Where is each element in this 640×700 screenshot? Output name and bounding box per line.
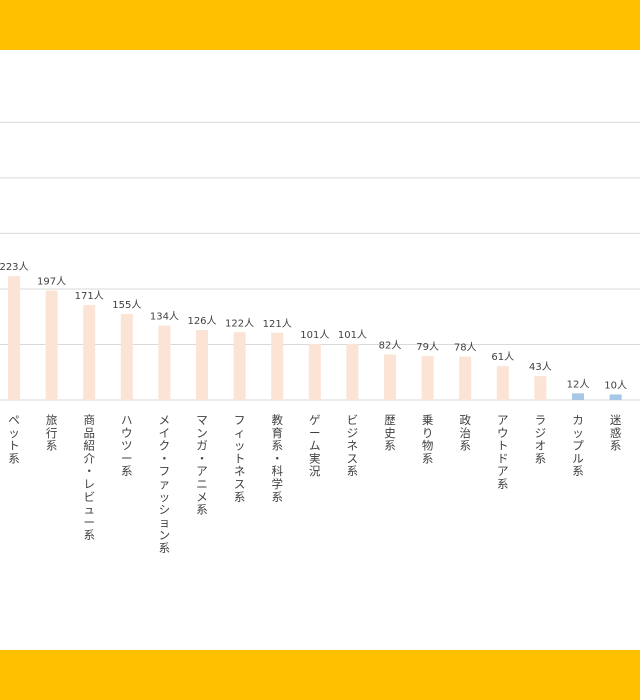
data-label: 61人	[491, 351, 514, 363]
bar	[196, 330, 208, 400]
top-banner	[0, 0, 640, 50]
data-label: 121人	[263, 318, 292, 330]
data-label: 82人	[379, 339, 402, 351]
bar	[45, 290, 58, 400]
category-label: マンガ・アニメ系	[196, 413, 208, 517]
category-label: アウトドア系	[497, 413, 509, 491]
bar	[421, 356, 434, 400]
category-label: 商品紹介・レビュー系	[83, 413, 95, 542]
bottom-banner	[0, 650, 640, 700]
data-label: 122人	[225, 317, 254, 329]
data-label: 171人	[75, 290, 104, 302]
data-label: 134人	[150, 311, 179, 323]
bar	[534, 376, 547, 400]
category-label: 迷惑系	[610, 413, 622, 453]
bar	[83, 305, 96, 400]
category-label: カップル系	[572, 413, 584, 478]
bar	[459, 356, 472, 400]
bar	[120, 313, 133, 400]
bar	[384, 354, 396, 400]
data-label: 79人	[416, 341, 439, 353]
category-label: フィットネス系	[234, 413, 246, 504]
data-label: 12人	[567, 378, 590, 390]
category-label: ラジオ系	[535, 413, 547, 465]
data-label: 10人	[604, 379, 627, 391]
bar	[572, 393, 584, 400]
bar	[158, 325, 171, 400]
data-label: 155人	[112, 299, 141, 311]
category-label: 教育系・科学系	[271, 413, 283, 504]
data-label: 223人	[0, 261, 29, 273]
bar	[308, 343, 321, 400]
bar	[271, 332, 284, 400]
bar-chart: 223人ペット系 197人旅行系 171人商品紹介・レビュー系 155人ハウツー系 13…	[0, 50, 640, 650]
data-label: 43人	[529, 361, 552, 373]
data-label: 101人	[300, 329, 329, 341]
bar	[233, 332, 246, 400]
data-label: 126人	[187, 315, 216, 327]
data-label: 101人	[338, 329, 367, 341]
bar	[609, 394, 622, 400]
category-label: ハウツー系	[121, 413, 133, 478]
category-label: 政治系	[459, 413, 471, 453]
data-label: 78人	[454, 342, 477, 354]
bar	[8, 276, 20, 400]
category-label: 旅行系	[46, 413, 58, 453]
category-label: ペット系	[8, 413, 20, 465]
category-label: 乗り物系	[422, 413, 434, 465]
category-label: メイク・ファッション系	[159, 413, 171, 555]
bar	[346, 343, 359, 400]
bar	[496, 366, 509, 400]
category-label: ビジネス系	[347, 413, 359, 478]
category-label: 歴史系	[384, 413, 396, 453]
category-label: ゲーム実況	[309, 413, 321, 478]
data-label: 197人	[37, 276, 66, 288]
